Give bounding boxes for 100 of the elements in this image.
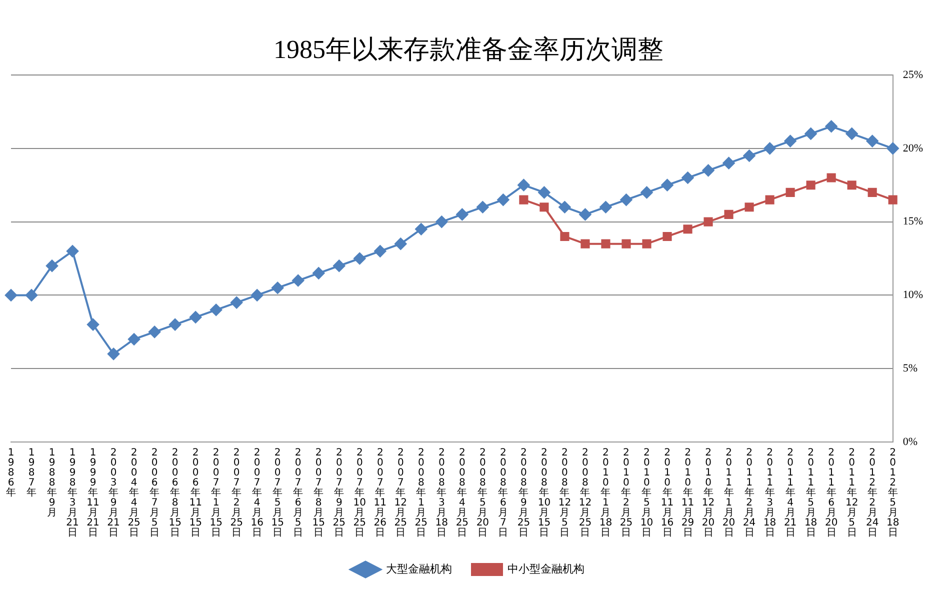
point	[538, 186, 550, 198]
point	[846, 128, 858, 140]
category-label: 2007年10月25日	[353, 448, 366, 539]
point	[5, 289, 17, 302]
point	[622, 239, 631, 248]
category-label: 2008年10月15日	[538, 448, 551, 539]
point	[888, 195, 898, 204]
point	[579, 208, 592, 220]
category-label: 2008年12月5日	[558, 448, 572, 539]
point	[497, 194, 510, 206]
category-label: 2008年6月7日	[498, 448, 508, 539]
legend-label: 大型金融机构	[386, 562, 452, 576]
category-label: 2008年12月25日	[578, 448, 592, 539]
category-label: 2003年9月21日	[107, 448, 120, 539]
category-label: 2011年6月20日	[824, 448, 838, 539]
point	[601, 239, 610, 248]
point	[415, 223, 428, 236]
point	[702, 164, 714, 176]
x-tick-label: 1987年	[26, 448, 37, 499]
category-label: 1998年3月21日	[66, 448, 79, 539]
category-label: 2008年1月25日	[414, 448, 428, 539]
category-label: 2007年12月25日	[394, 448, 408, 539]
point	[825, 120, 838, 132]
point	[868, 188, 877, 197]
category-label: 2010年5月10日	[640, 448, 654, 539]
point	[640, 186, 653, 198]
category-label: 2004年4月25日	[128, 448, 140, 539]
category-label: 2007年8月15日	[312, 448, 325, 539]
point	[784, 135, 796, 148]
category-label: 2012年5月18日	[886, 448, 900, 539]
point	[704, 217, 713, 226]
y-tick-label: 5%	[902, 362, 918, 374]
point	[580, 239, 590, 248]
point	[210, 304, 222, 316]
point	[540, 202, 549, 212]
point	[66, 245, 79, 258]
point	[519, 195, 528, 204]
category-label: 2008年3月18日	[435, 448, 448, 539]
category-label: 2011年12月5日	[845, 448, 858, 539]
point	[661, 179, 674, 192]
point	[866, 135, 878, 148]
point	[600, 201, 612, 214]
point	[456, 208, 468, 220]
point	[354, 252, 366, 264]
chart-title: 1985年以来存款准备金率历次调整	[272, 34, 664, 66]
x-tick-label: 1988年9月	[47, 448, 58, 519]
category-label: 2007年9月25日	[332, 448, 346, 539]
point	[518, 179, 530, 192]
point	[108, 348, 120, 360]
point	[251, 289, 264, 302]
point	[190, 311, 202, 324]
category-label: 2011年4月21日	[784, 448, 797, 539]
point	[662, 232, 672, 242]
point	[886, 142, 899, 154]
category-label: 2010年2月25日	[620, 448, 633, 539]
x-tick-label: 1986年	[6, 448, 16, 499]
point	[743, 150, 756, 162]
point	[806, 180, 816, 190]
category-label: 2007年11月26日	[374, 448, 387, 539]
point	[744, 202, 754, 212]
point	[292, 274, 304, 287]
point	[765, 195, 774, 204]
category-label: 2007年6月5日	[293, 448, 304, 539]
category-label: 2008年5月20日	[476, 448, 490, 539]
point	[722, 157, 735, 170]
point	[333, 260, 346, 272]
category-label: 2006年11月15日	[189, 448, 202, 539]
point	[682, 172, 694, 184]
point	[312, 267, 325, 280]
point	[764, 142, 776, 154]
point	[724, 210, 734, 219]
category-label: 2010年11月16日	[660, 448, 674, 539]
category-label: 2008年4月25日	[456, 448, 469, 539]
category-label: 2007年5月15日	[271, 448, 284, 539]
point	[786, 188, 795, 197]
category-label: 2012年2月24日	[866, 448, 879, 539]
point	[683, 224, 692, 234]
point	[620, 194, 632, 206]
y-tick-label: 10%	[902, 289, 924, 302]
category-label: 2007年2月25日	[230, 448, 243, 539]
category-label: 2008年9月25日	[517, 448, 530, 539]
point	[46, 260, 58, 272]
point	[642, 239, 652, 248]
category-label: 2011年3月18日	[763, 448, 776, 539]
point	[826, 173, 836, 182]
point	[374, 245, 386, 258]
category-label: 2006年7月5日	[150, 448, 160, 539]
category-label: 1999年11月21日	[86, 448, 100, 539]
category-label: 2006年8月15日	[168, 448, 182, 539]
point	[560, 232, 570, 242]
point	[169, 318, 182, 331]
category-label: 2007年4月16日	[250, 448, 264, 539]
legend-label: 中小型金融机构	[508, 562, 584, 576]
y-tick-label: 0%	[902, 436, 918, 448]
category-label: 2011年5月18日	[804, 448, 818, 539]
point	[87, 318, 100, 331]
category-label: 2010年11月29日	[681, 448, 694, 539]
point	[558, 201, 571, 214]
point	[394, 238, 407, 250]
point	[476, 201, 489, 214]
